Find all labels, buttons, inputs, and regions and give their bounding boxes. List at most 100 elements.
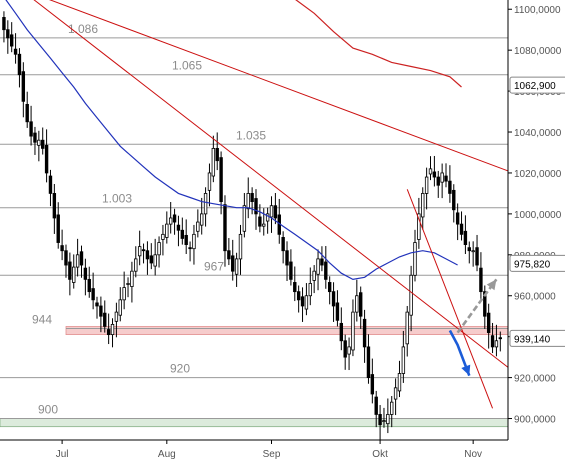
candle-body [335,302,340,321]
level-label-1034: 1.035 [236,128,266,142]
candle-body [289,261,293,280]
candle-body [184,234,188,245]
candle-body [168,217,173,225]
candle-body [200,213,204,226]
x-tick-label: Sep [263,449,281,460]
candle-body [122,287,126,301]
y-tick-label: 960,0000 [514,292,556,303]
candle-body [296,291,301,301]
y-tick-label: 1100,0000 [514,5,561,16]
candle-body [448,180,452,194]
candle-body [343,340,347,358]
resistance-zone-944 [65,326,509,335]
candle-body [390,401,394,415]
candle-body [64,250,68,266]
level-label-944: 944 [32,312,52,326]
ma-short-price-tag: 975,820 [514,259,551,270]
candle-body [401,346,406,374]
candle-body [234,258,239,275]
candle-body [114,311,119,322]
candle-body [483,291,487,317]
candle-body [273,205,278,219]
candle-body [60,245,64,252]
candle-body [231,255,235,272]
candle-body [393,387,398,400]
candle-body [79,251,84,266]
candle-body [75,254,80,268]
last-price-tag: 939,140 [514,334,551,345]
candle-body [207,172,212,191]
candle-body [366,346,371,379]
level-label-1003: 1.003 [102,192,132,206]
candle-body [424,176,429,194]
y-tick-label: 1080,0000 [514,46,562,57]
level-label-920: 920 [170,362,190,376]
candle-body [215,147,219,162]
candle-body [452,189,456,211]
candle-body [25,103,29,123]
x-tick-label: Nov [464,449,482,460]
candle-body [250,193,254,203]
candle-body [327,282,332,293]
candle-body [436,176,440,186]
candle-body [355,295,359,313]
candle-body [141,249,146,252]
candle-body [188,247,192,250]
candle-body [494,340,499,348]
candle-body [265,213,270,222]
candle-body [21,71,26,102]
candle-body [33,132,37,143]
candle-body [161,233,165,240]
candle-body [68,261,72,280]
candle-body [351,311,355,351]
candle-body [498,337,503,340]
candle-body [293,282,297,293]
candle-body [486,312,491,333]
candle-body [339,322,344,342]
candle-body [137,246,142,257]
candle-body [382,420,386,423]
candle-body [29,121,33,137]
candle-body [428,168,433,175]
candle-body [397,373,402,392]
candle-body [308,283,312,297]
candle-body [331,291,336,307]
y-tick-label: 1040,0000 [514,128,562,139]
candle-body [103,312,107,327]
level-label-900: 900 [38,403,58,417]
candle-body [312,270,316,281]
candle-body [83,267,88,280]
candle-body [149,255,153,264]
candle-body [238,233,243,260]
candle-body [192,233,196,250]
candle-body [242,205,247,232]
candle-body [219,157,223,203]
candle-body [211,147,216,177]
candle-body [157,242,161,256]
candle-body [180,229,185,239]
candle-body [130,270,134,287]
candle-body [421,193,425,218]
x-tick-label: Aug [158,449,176,460]
ma-long-price-tag: 1062,900 [514,81,556,92]
candle-body [455,212,460,225]
y-tick-label: 1000,0000 [514,210,562,221]
candle-body [374,396,378,415]
candle-body [9,34,14,47]
candle-body [467,247,471,252]
candle-body [285,250,289,266]
candle-body [87,278,91,293]
candle-body [362,318,367,348]
candle-body [145,250,150,260]
candle-body [165,223,169,238]
candle-body [359,292,363,317]
candle-body [134,258,138,272]
candle-body [432,171,437,178]
candle-body [48,175,53,194]
candle-body [227,250,231,260]
x-tick-label: Jul [56,449,69,460]
candle-body [2,17,6,31]
candle-body [126,283,130,285]
candle-body [258,216,262,227]
